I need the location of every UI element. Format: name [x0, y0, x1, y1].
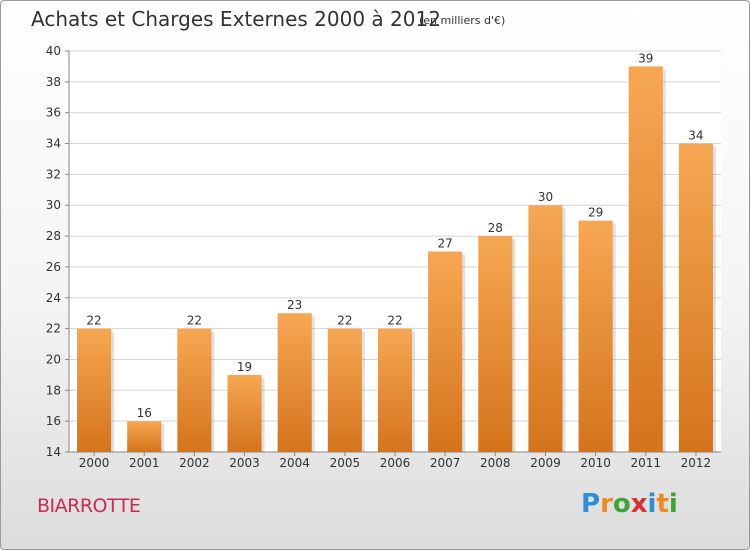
logo-letter: i	[647, 489, 657, 519]
data-label: 23	[287, 298, 302, 312]
bar	[127, 421, 162, 452]
bar	[377, 328, 413, 452]
y-tick-label: 36	[46, 106, 61, 120]
y-tick-label: 38	[46, 75, 61, 89]
x-tick-label: 2005	[330, 456, 361, 470]
y-tick-label: 14	[46, 445, 61, 459]
x-tick-label: 2004	[279, 456, 310, 470]
x-tick-label: 2011	[630, 456, 661, 470]
data-label: 16	[137, 406, 152, 420]
bar	[678, 143, 713, 453]
bar	[227, 374, 262, 452]
data-label: 22	[337, 314, 352, 328]
bar	[327, 328, 362, 452]
y-tick-label: 24	[46, 291, 61, 305]
data-label: 29	[588, 206, 603, 220]
logo-letter: o	[612, 489, 631, 519]
x-tick-label: 2010	[580, 456, 611, 470]
y-tick-label: 40	[46, 44, 61, 58]
data-label: 30	[538, 190, 553, 204]
y-tick-label: 18	[46, 383, 61, 397]
data-label: 22	[86, 314, 101, 328]
logo-letter: i	[668, 489, 678, 519]
bar	[277, 313, 312, 452]
y-tick-label: 30	[46, 198, 61, 212]
bar	[628, 66, 663, 452]
data-label: 19	[237, 360, 252, 374]
x-tick-label: 2003	[229, 456, 260, 470]
proxiti-logo: Proxiti	[581, 489, 678, 519]
y-tick-label: 32	[46, 167, 61, 181]
bar	[578, 220, 613, 452]
data-label: 27	[438, 237, 453, 251]
x-tick-label: 2002	[179, 456, 210, 470]
data-label: 22	[387, 314, 402, 328]
commune-name: BIARROTTE	[37, 495, 141, 517]
logo-letter: x	[630, 489, 648, 519]
chart-title: Achats et Charges Externes 2000 à 2012	[31, 7, 441, 31]
bar	[478, 236, 513, 452]
bar	[177, 328, 212, 452]
logo-letter: r	[600, 489, 613, 519]
x-tick-label: 2000	[79, 456, 110, 470]
data-label: 39	[638, 51, 653, 65]
bar	[77, 328, 112, 452]
logo-letter: t	[656, 489, 669, 519]
y-tick-label: 26	[46, 260, 61, 274]
y-tick-label: 28	[46, 229, 61, 243]
logo-letter: P	[581, 489, 601, 519]
data-label: 28	[488, 221, 503, 235]
x-tick-label: 2008	[480, 456, 511, 470]
x-tick-label: 2006	[380, 456, 411, 470]
bar	[428, 251, 463, 452]
chart-subtitle: (en milliers d'€)	[419, 14, 506, 27]
data-label: 34	[688, 129, 703, 143]
y-tick-label: 34	[46, 137, 61, 151]
bar	[528, 205, 563, 452]
x-tick-label: 2007	[430, 456, 461, 470]
x-tick-label: 2009	[530, 456, 561, 470]
x-tick-label: 2001	[129, 456, 160, 470]
data-label: 22	[187, 314, 202, 328]
y-tick-label: 22	[46, 322, 61, 336]
y-tick-label: 16	[46, 414, 61, 428]
y-tick-label: 20	[46, 352, 61, 366]
x-tick-label: 2012	[681, 456, 712, 470]
